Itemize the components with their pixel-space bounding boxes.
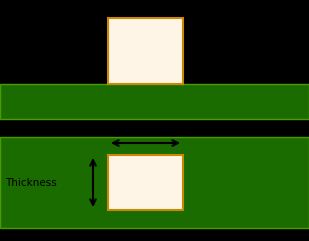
- Bar: [0, 84, 309, 119]
- Bar: [0, 137, 309, 228]
- Bar: [108, 18, 183, 84]
- Text: Thickness: Thickness: [5, 178, 57, 188]
- Bar: [108, 155, 183, 210]
